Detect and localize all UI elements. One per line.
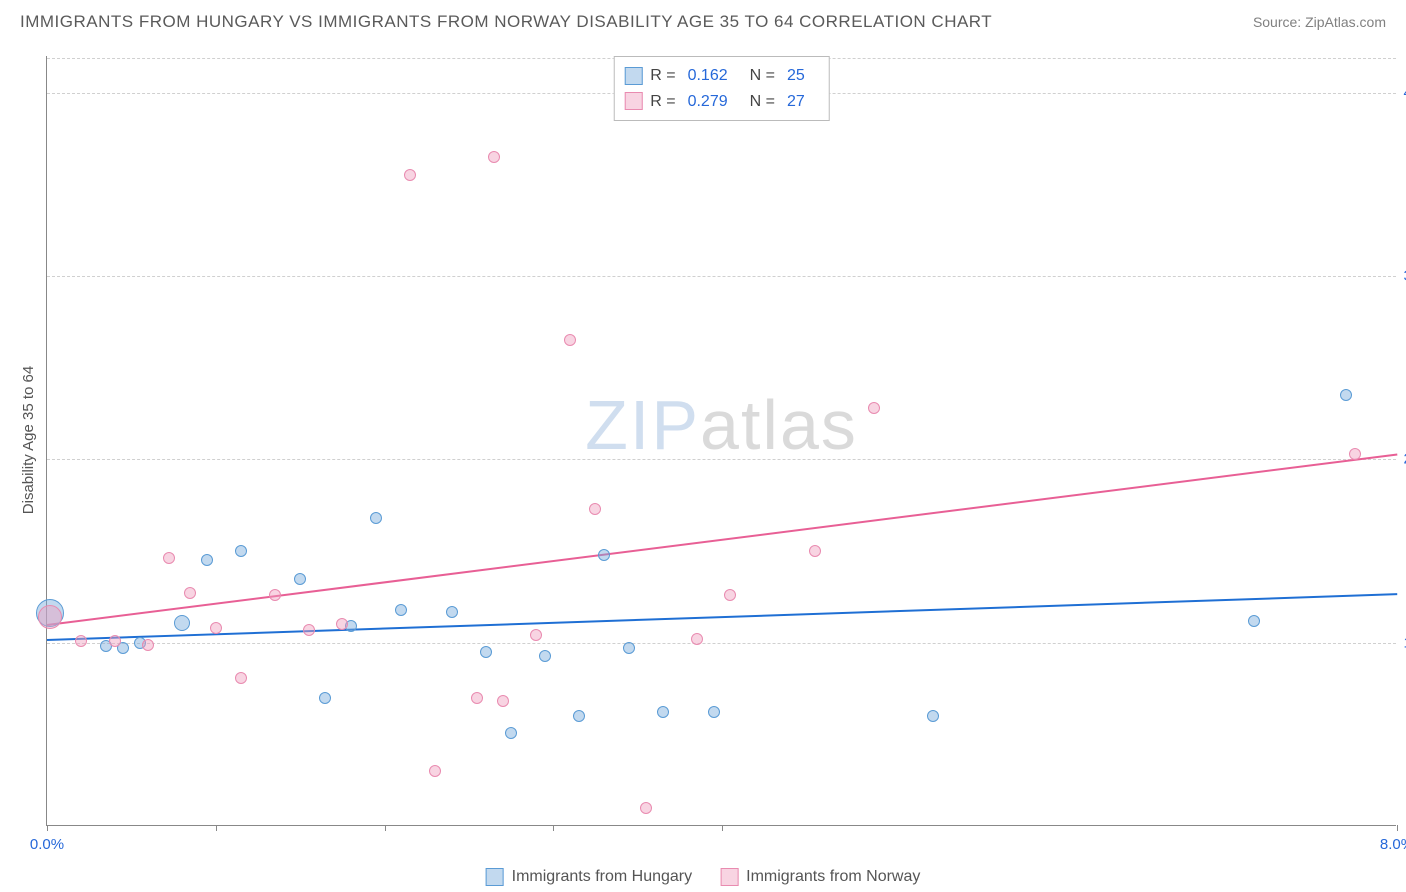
legend-stats-row-norway: R = 0.279 N = 27 [624,89,819,115]
data-point-hungary [235,545,247,557]
data-point-norway [589,503,601,515]
data-point-hungary [598,549,610,561]
x-tick [385,825,386,831]
legend-swatch-norway-bottom [720,868,738,886]
x-tick [553,825,554,831]
x-tick [216,825,217,831]
gridline [47,643,1396,644]
x-tick [722,825,723,831]
n-label: N = [750,89,775,115]
data-point-norway [303,624,315,636]
data-point-norway [471,692,483,704]
legend-label-hungary: Immigrants from Hungary [512,868,693,886]
y-tick-label: 20.0% [1400,451,1406,468]
chart-source: Source: ZipAtlas.com [1253,14,1386,30]
data-point-norway [404,169,416,181]
gridline [47,276,1396,277]
legend-label-norway: Immigrants from Norway [746,868,920,886]
data-point-hungary [539,650,551,662]
data-point-hungary [446,606,458,618]
legend-swatch-hungary-bottom [486,868,504,886]
data-point-hungary [201,554,213,566]
data-point-norway [1349,448,1361,460]
data-point-norway [109,635,121,647]
data-point-hungary [623,642,635,654]
data-point-norway [336,618,348,630]
y-tick-label: 10.0% [1400,634,1406,651]
watermark-zip: ZIP [585,386,700,464]
data-point-norway [488,151,500,163]
x-tick [47,825,48,831]
data-point-hungary [395,604,407,616]
data-point-hungary [927,710,939,722]
legend-item-norway: Immigrants from Norway [720,868,920,886]
data-point-hungary [174,615,190,631]
data-point-norway [640,802,652,814]
x-tick-label: 0.0% [30,836,64,853]
data-point-norway [564,334,576,346]
chart-header: IMMIGRANTS FROM HUNGARY VS IMMIGRANTS FR… [0,0,1406,40]
data-point-norway [868,402,880,414]
data-point-norway [184,587,196,599]
y-tick-label: 30.0% [1400,268,1406,285]
data-point-norway [210,622,222,634]
data-point-hungary [657,706,669,718]
data-point-norway [691,633,703,645]
data-point-norway [235,672,247,684]
r-value-norway: 0.279 [688,89,728,115]
data-point-hungary [319,692,331,704]
data-point-norway [724,589,736,601]
legend-stats: R = 0.162 N = 25 R = 0.279 N = 27 [613,56,830,121]
data-point-norway [38,605,62,629]
data-point-hungary [1248,615,1260,627]
legend-swatch-hungary [624,67,642,85]
data-point-norway [497,695,509,707]
x-tick [1397,825,1398,831]
legend-stats-row-hungary: R = 0.162 N = 25 [624,63,819,89]
x-tick-label: 8.0% [1380,836,1406,853]
data-point-hungary [370,512,382,524]
data-point-hungary [505,727,517,739]
data-point-norway [75,635,87,647]
data-point-norway [269,589,281,601]
data-point-norway [809,545,821,557]
n-value-hungary: 25 [787,63,805,89]
chart-title: IMMIGRANTS FROM HUNGARY VS IMMIGRANTS FR… [20,12,992,32]
legend-item-hungary: Immigrants from Hungary [486,868,693,886]
data-point-norway [429,765,441,777]
data-point-norway [530,629,542,641]
r-label: R = [650,63,675,89]
data-point-norway [163,552,175,564]
n-label: N = [750,63,775,89]
r-label: R = [650,89,675,115]
y-tick-label: 40.0% [1400,84,1406,101]
r-value-hungary: 0.162 [688,63,728,89]
watermark: ZIPatlas [585,385,858,465]
data-point-hungary [708,706,720,718]
data-point-norway [142,639,154,651]
data-point-hungary [1340,389,1352,401]
gridline [47,459,1396,460]
data-point-hungary [294,573,306,585]
chart-plot-area: ZIPatlas R = 0.162 N = 25 R = 0.279 N = … [46,56,1396,826]
data-point-hungary [573,710,585,722]
n-value-norway: 27 [787,89,805,115]
watermark-atlas: atlas [700,386,858,464]
data-point-hungary [480,646,492,658]
legend-swatch-norway [624,92,642,110]
legend-series: Immigrants from Hungary Immigrants from … [486,868,921,886]
y-axis-title: Disability Age 35 to 64 [20,366,37,514]
